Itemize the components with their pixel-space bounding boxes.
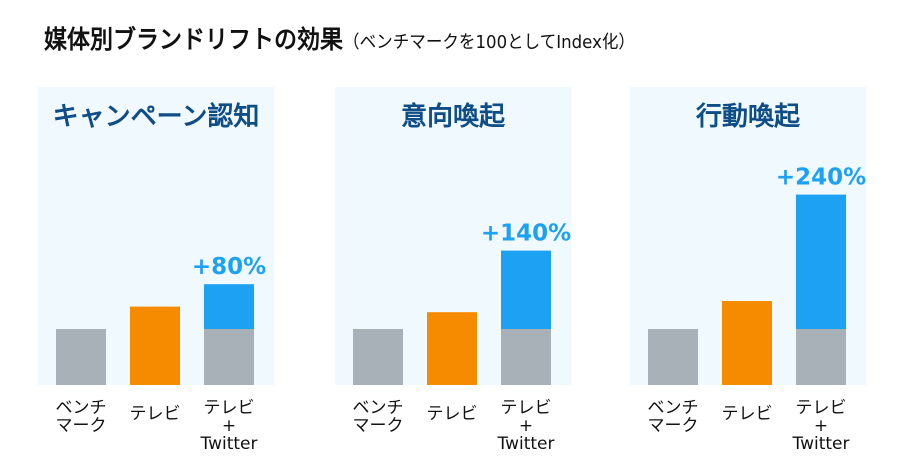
category-label: テレビ bbox=[796, 398, 847, 418]
category-label: テレビ bbox=[427, 404, 478, 424]
chart-title: 媒体別ブランドリフトの効果（ベンチマークを100としてIndex化） bbox=[44, 20, 635, 56]
category-label: Twitter bbox=[792, 434, 850, 454]
bar-twitter-base bbox=[204, 329, 254, 385]
category-label: テレビ bbox=[204, 398, 255, 418]
category-label: Twitter bbox=[497, 434, 555, 454]
category-label: マーク bbox=[56, 416, 107, 436]
category-label: マーク bbox=[353, 416, 404, 436]
bar-benchmark bbox=[648, 329, 698, 385]
bar-tv bbox=[130, 306, 180, 385]
bar-twitter-lift bbox=[204, 284, 254, 329]
category-label: テレビ bbox=[501, 398, 552, 418]
bar-twitter-base bbox=[796, 329, 846, 385]
bar-tv bbox=[722, 301, 772, 385]
category-label: Twitter bbox=[200, 434, 258, 454]
category-label: ベンチ bbox=[648, 398, 699, 418]
bar-twitter-base bbox=[501, 329, 551, 385]
panel-title: 意向喚起 bbox=[401, 101, 506, 132]
chart-title-main: 媒体別ブランドリフトの効果 bbox=[44, 25, 344, 54]
category-label: + bbox=[519, 416, 533, 436]
category-label: ベンチ bbox=[353, 398, 404, 418]
category-label: テレビ bbox=[722, 404, 773, 424]
panel-title: キャンペーン認知 bbox=[53, 101, 260, 132]
category-label: マーク bbox=[648, 416, 699, 436]
lift-annotation: +140% bbox=[481, 221, 571, 247]
bar-tv bbox=[427, 312, 477, 385]
panel-title: 行動喚起 bbox=[695, 101, 801, 132]
bar-benchmark bbox=[56, 329, 106, 385]
category-label: + bbox=[222, 416, 236, 436]
bar-twitter-lift bbox=[796, 194, 846, 329]
category-label: テレビ bbox=[130, 404, 181, 424]
bar-benchmark bbox=[353, 329, 403, 385]
chart-subtitle: （ベンチマークを100としてIndex化） bbox=[343, 32, 635, 53]
lift-annotation: +240% bbox=[776, 165, 866, 191]
category-label: + bbox=[814, 416, 828, 436]
lift-annotation: +80% bbox=[192, 254, 266, 280]
category-label: ベンチ bbox=[56, 398, 107, 418]
bar-twitter-lift bbox=[501, 250, 551, 329]
